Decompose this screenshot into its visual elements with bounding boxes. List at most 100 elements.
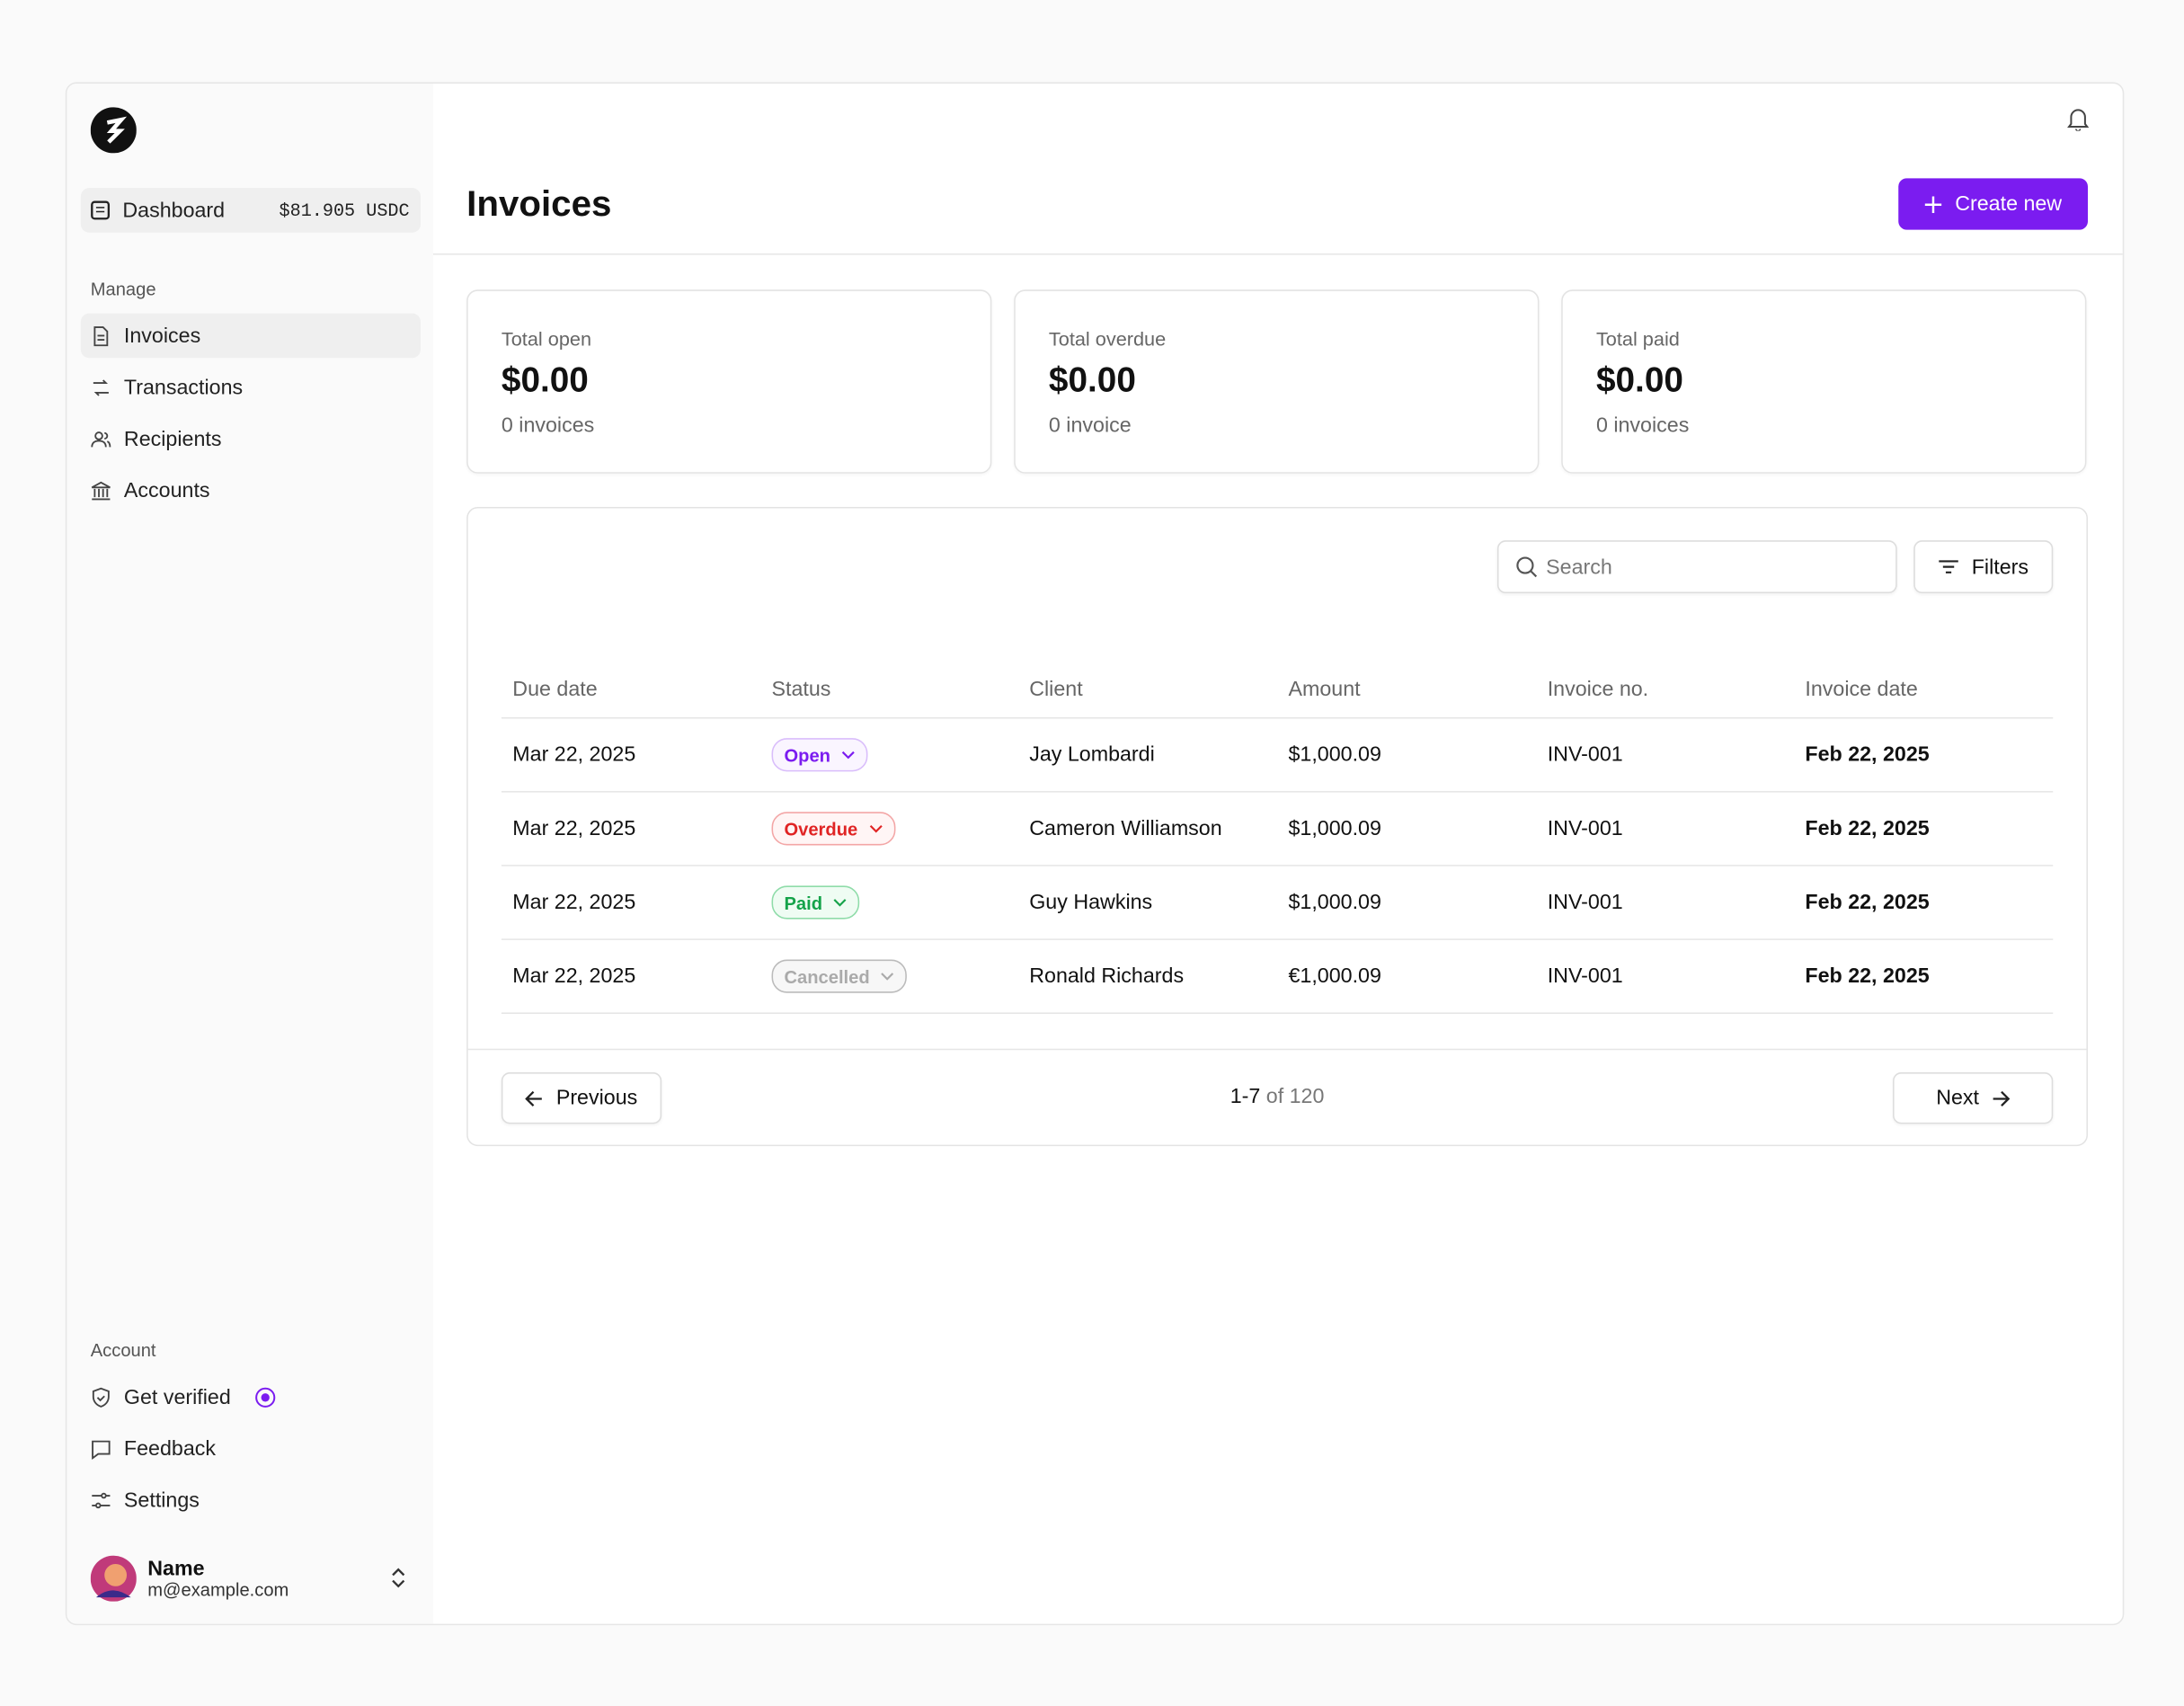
- nav-label: Feedback: [123, 1436, 217, 1461]
- column-header: Amount: [1288, 677, 1361, 702]
- card-amount: $0.00: [501, 360, 589, 400]
- status-badge[interactable]: Open: [771, 738, 868, 772]
- avatar[interactable]: [90, 1555, 137, 1602]
- table-cell: INV-001: [1547, 742, 1623, 767]
- column-header: Due date: [512, 677, 598, 702]
- next-button[interactable]: Next: [1893, 1072, 2054, 1124]
- chevron: [833, 898, 848, 907]
- column-header: Invoice no.: [1547, 677, 1649, 702]
- table-cell: €1,000.09: [1288, 964, 1381, 989]
- nav-label: Transactions: [123, 375, 244, 399]
- create-label: Create new: [1955, 191, 2063, 217]
- nav-label: Recipients: [123, 426, 222, 451]
- summary-card: Total overdue $0.00 0 invoice: [1014, 289, 1540, 474]
- nav-label: Invoices: [123, 324, 201, 348]
- sidebar: Dashboard $81.905 USDC Manage Account Na…: [67, 83, 433, 1624]
- search-input[interactable]: Search: [1496, 540, 1897, 594]
- chevron: [869, 824, 883, 833]
- user-email: m@example.com: [147, 1579, 289, 1601]
- card-count: 0 invoices: [1595, 413, 1690, 438]
- table-cell: $1,000.09: [1288, 742, 1381, 767]
- nav-label: Accounts: [123, 478, 210, 502]
- create-button[interactable]: Create new: [1898, 178, 2089, 230]
- nav-item[interactable]: Recipients: [81, 416, 421, 461]
- dashboard-label: Dashboard: [122, 198, 226, 223]
- table-cell: $1,000.09: [1288, 816, 1381, 841]
- divider: [467, 1048, 2087, 1051]
- card-label: Total paid: [1595, 327, 1680, 350]
- table-cell: Guy Hawkins: [1029, 890, 1153, 915]
- divider: [432, 253, 2123, 255]
- user-name: Name: [147, 1557, 205, 1581]
- chevron: [881, 972, 894, 981]
- range: 1-7: [1230, 1084, 1261, 1109]
- status-label: Paid: [784, 892, 823, 913]
- previous-label: Previous: [555, 1086, 638, 1110]
- previous-button[interactable]: Previous: [501, 1072, 662, 1124]
- balance: $81.905 USDC: [279, 200, 410, 221]
- table-cell: Feb 22, 2025: [1805, 816, 1930, 841]
- table-cell: Mar 22, 2025: [512, 964, 636, 989]
- status-label: Cancelled: [784, 965, 870, 987]
- table-cell: $1,000.09: [1288, 890, 1381, 915]
- status-dot: [244, 1386, 288, 1408]
- summary-card: Total paid $0.00 0 invoices: [1561, 289, 2087, 474]
- table-cell: Jay Lombardi: [1029, 742, 1155, 767]
- table-cell: Mar 22, 2025: [512, 890, 636, 915]
- nav-item[interactable]: Settings: [81, 1478, 421, 1523]
- row-divider: [501, 865, 2054, 866]
- table-cell: INV-001: [1547, 890, 1623, 915]
- card-count: 0 invoices: [501, 413, 595, 438]
- row-divider: [501, 791, 2054, 793]
- nav-label: Get verified: [123, 1384, 231, 1409]
- table-cell: Mar 22, 2025: [512, 742, 636, 767]
- column-header: Status: [771, 677, 831, 702]
- nav-item[interactable]: Transactions: [81, 365, 421, 410]
- account-switcher[interactable]: [390, 1567, 407, 1589]
- page-title: Invoices: [466, 182, 612, 225]
- column-header: Invoice date: [1805, 677, 1918, 702]
- card-amount: $0.00: [1048, 360, 1136, 400]
- app-window: Dashboard $81.905 USDC Manage Account Na…: [65, 82, 2125, 1626]
- status-label: Overdue: [784, 818, 858, 840]
- nav-item[interactable]: Accounts: [81, 468, 421, 513]
- section-heading: Manage: [90, 278, 156, 300]
- filters-button[interactable]: Filters: [1913, 540, 2054, 594]
- next-label: Next: [1936, 1086, 1980, 1110]
- invoice-table-card: Search Filters Due date Status Client Amoun…: [466, 506, 2089, 1147]
- card-amount: $0.00: [1595, 360, 1683, 400]
- card-count: 0 invoice: [1048, 413, 1132, 438]
- summary-card: Total open $0.00 0 invoices: [466, 289, 992, 474]
- table-cell: Feb 22, 2025: [1805, 742, 1930, 767]
- total: of 120: [1265, 1084, 1325, 1109]
- filters-label: Filters: [1971, 555, 2029, 579]
- page-range: 1-7 of 120: [468, 1085, 2087, 1108]
- table-cell: Feb 22, 2025: [1805, 964, 1930, 989]
- status-label: Open: [784, 744, 830, 766]
- search-placeholder: Search: [1546, 555, 1612, 579]
- row-divider: [501, 1012, 2054, 1014]
- logo[interactable]: [90, 107, 137, 154]
- table-cell: Ronald Richards: [1029, 964, 1185, 989]
- card-label: Total open: [501, 327, 592, 350]
- table-cell: Cameron Williamson: [1029, 816, 1222, 841]
- table-cell: INV-001: [1547, 816, 1623, 841]
- section-heading: Account: [90, 1339, 156, 1361]
- table-cell: Feb 22, 2025: [1805, 890, 1930, 915]
- notifications[interactable]: [2067, 106, 2090, 131]
- table-cell: INV-001: [1547, 964, 1623, 989]
- nav-item[interactable]: Feedback: [81, 1426, 421, 1471]
- status-badge[interactable]: Paid: [771, 885, 860, 920]
- status-badge[interactable]: Overdue: [771, 812, 896, 846]
- status-badge[interactable]: Cancelled: [771, 959, 908, 993]
- table-cell: Mar 22, 2025: [512, 816, 636, 841]
- row-divider: [501, 716, 2054, 719]
- dashboard-link[interactable]: Dashboard $81.905 USDC: [80, 188, 422, 233]
- nav-item[interactable]: Get verified: [81, 1374, 421, 1419]
- nav-item[interactable]: Invoices: [80, 313, 422, 359]
- nav-label: Settings: [123, 1488, 200, 1512]
- column-header: Client: [1029, 677, 1083, 702]
- card-label: Total overdue: [1048, 327, 1167, 350]
- chevron: [841, 751, 856, 760]
